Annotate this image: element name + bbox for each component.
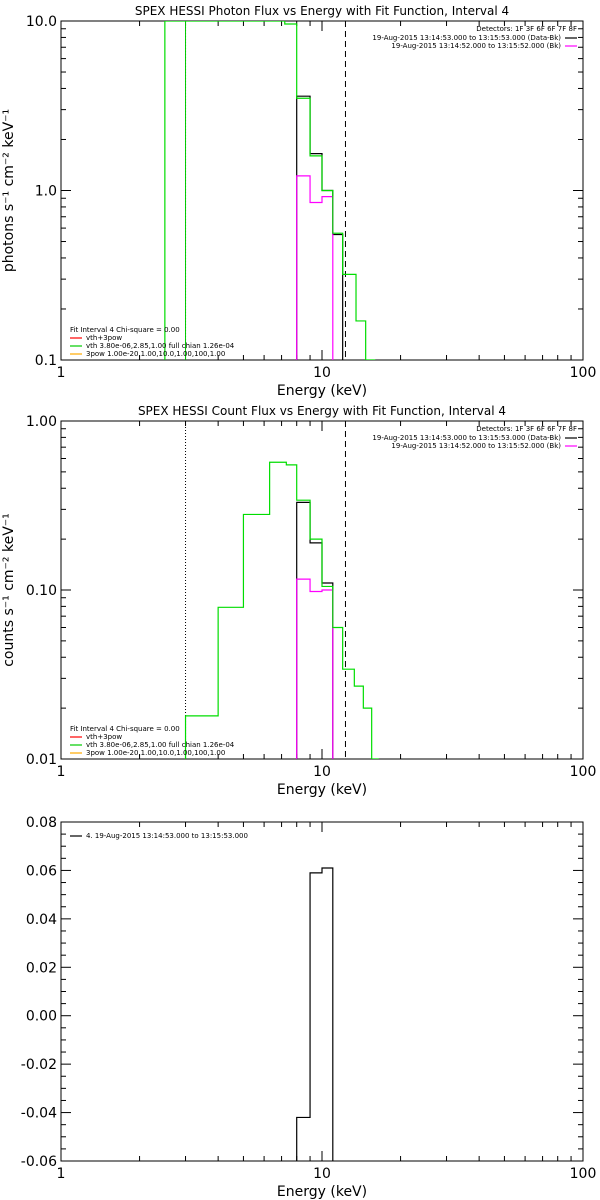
legend-detectors: Detectors: 1F 3F 6F 6F 7F 8F — [476, 425, 577, 433]
y-axis-label: counts s⁻¹ cm⁻² keV⁻¹ — [1, 513, 17, 667]
data-series-3 — [164, 21, 376, 360]
legend-entry: 19-Aug-2015 13:14:52.000 to 13:15:52.000… — [391, 442, 561, 450]
y-tick-label: 0.06 — [26, 863, 57, 879]
x-axis-label: Energy (keV) — [277, 782, 367, 798]
legend-entry: 3pow 1.00e-20,1.00,10.0,1.00,100,1.00 — [86, 350, 225, 358]
data-series-1 — [296, 95, 344, 360]
x-tick-label: 100 — [570, 365, 597, 381]
legend-entry: vth 3.80e-06,2.85,1.00 full chian 1.26e-… — [86, 342, 235, 350]
y-tick-label: 1.0 — [35, 184, 57, 200]
legend-entry: 4. 19-Aug-2015 13:14:53.000 to 13:15:53.… — [86, 832, 248, 840]
y-tick-label: -0.02 — [21, 1057, 57, 1073]
y-tick-label: 1.00 — [26, 414, 57, 430]
data-series-group — [184, 461, 379, 759]
legend-entry: 19-Aug-2015 13:14:53.000 to 13:15:53.000… — [372, 34, 561, 42]
y-tick-label: 0.02 — [26, 960, 57, 976]
chart-panel-2: SPEX HESSI Count Flux vs Energy with Fit… — [1, 404, 596, 798]
data-series-1 — [296, 867, 334, 1161]
data-series-2 — [296, 578, 334, 759]
chart-panel-3: 1 10 100 Energy (keV) -0.06 -0.04 -0.02 0.00 0.0… — [21, 815, 597, 1200]
x-tick-label: 100 — [570, 764, 597, 780]
data-series-group — [296, 867, 334, 1161]
x-tick-label: 1 — [57, 1166, 66, 1182]
data-series-3 — [184, 461, 379, 759]
y-tick-label: 0.08 — [26, 815, 57, 831]
y-tick-label: 10.0 — [26, 14, 57, 30]
legend-entry: vth+3pow — [86, 733, 122, 741]
legend-fit-header: Fit Interval 4 Chi-square = 0.00 — [70, 326, 180, 334]
legend-entry: 3pow 1.00e-20,1.00,10.0,1.00,100,1.00 — [86, 749, 225, 757]
x-tick-label: 10 — [313, 1166, 331, 1182]
chart-title: SPEX HESSI Photon Flux vs Energy with Fi… — [135, 4, 509, 18]
x-axis-label: Energy (keV) — [277, 1184, 367, 1200]
y-tick-label: -0.06 — [21, 1154, 57, 1170]
x-tick-label: 10 — [313, 764, 331, 780]
legend-entry: 19-Aug-2015 13:14:53.000 to 13:15:53.000… — [372, 434, 561, 442]
y-tick-label: 0.04 — [26, 912, 57, 928]
y-axis-label: photons s⁻¹ cm⁻² keV⁻¹ — [1, 109, 17, 272]
y-tick-label: 0.10 — [26, 583, 57, 599]
x-tick-label: 10 — [313, 365, 331, 381]
chart-title: SPEX HESSI Count Flux vs Energy with Fit… — [138, 404, 506, 418]
legend-entry: vth 3.80e-06,2.85,1.00 full chian 1.26e-… — [86, 741, 235, 749]
data-series-group — [164, 21, 376, 360]
legend-entry: vth+3pow — [86, 334, 122, 342]
data-series-1 — [296, 501, 334, 759]
y-tick-label: -0.04 — [21, 1106, 57, 1122]
y-tick-label: 0.00 — [26, 1009, 57, 1025]
x-tick-label: 1 — [57, 365, 66, 381]
y-tick-label: 0.1 — [35, 353, 57, 369]
legend-detectors: Detectors: 1F 3F 6F 6F 7F 8F — [476, 25, 577, 33]
x-tick-label: 1 — [57, 764, 66, 780]
y-tick-label: 0.01 — [26, 752, 57, 768]
x-tick-label: 100 — [570, 1166, 597, 1182]
data-series-2 — [296, 175, 334, 360]
x-axis-label: Energy (keV) — [277, 383, 367, 399]
legend-fit-header: Fit Interval 4 Chi-square = 0.00 — [70, 725, 180, 733]
chart-panel-1: SPEX HESSI Photon Flux vs Energy with Fi… — [1, 4, 596, 399]
legend-entry: 19-Aug-2015 13:14:52.000 to 13:15:52.000… — [391, 42, 561, 50]
